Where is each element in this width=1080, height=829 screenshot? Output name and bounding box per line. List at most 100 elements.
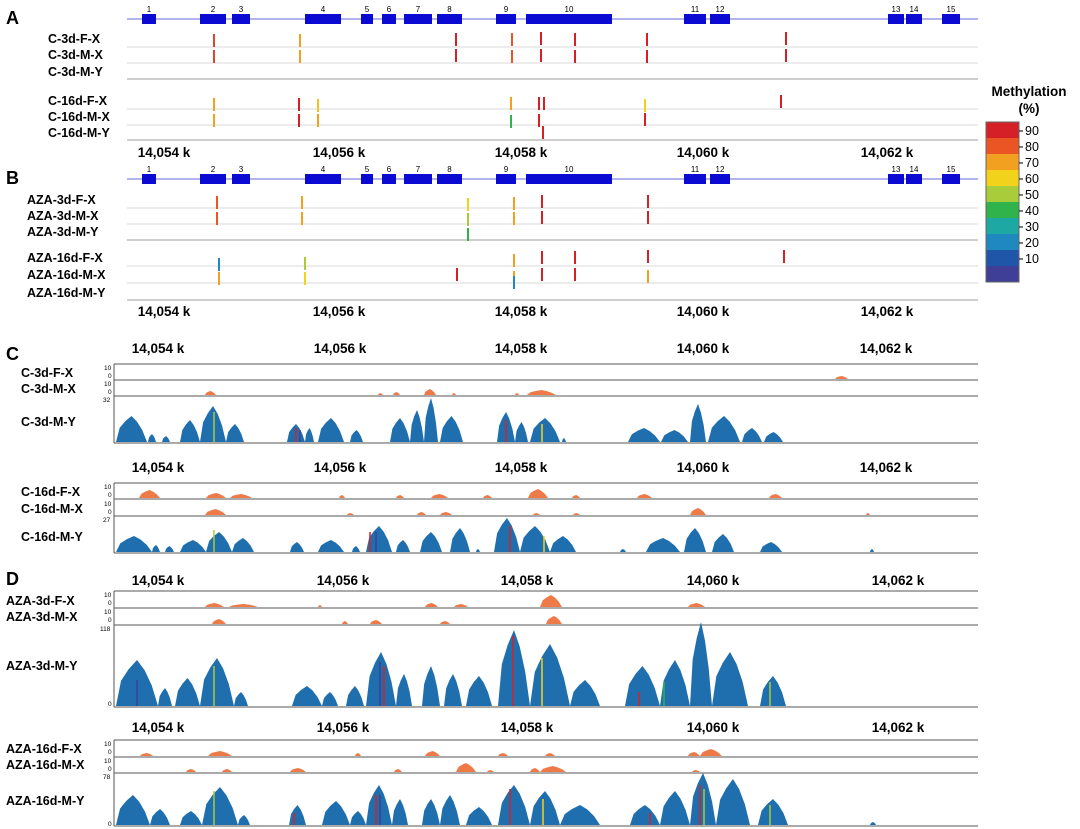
methylation-mark [543,97,545,110]
panel-d-track-label: AZA-16d-F-X [6,742,82,756]
coverage-peak [684,528,706,552]
coverage-peak [760,542,782,552]
x-coverage-bar [688,603,705,607]
scale-label: 10 [104,381,112,388]
coverage-peak [410,410,424,442]
panel-d-track-label: AZA-16d-M-Y [6,794,85,808]
scale-label: 0 [108,389,112,396]
legend-color-step [986,266,1019,283]
scale-label: 10 [104,592,112,599]
x-coverage-bar [431,494,448,498]
x-coverage-bar [396,495,404,498]
methylation-mark [542,126,544,139]
legend-tick-label: 80 [1025,140,1039,154]
x-coverage-bar [393,392,400,395]
methylation-mark [538,97,540,110]
methylation-mark [785,32,787,45]
x-coverage-bar [540,595,562,607]
coverage-peak [560,805,600,825]
track-frames-d2 [113,739,978,827]
methylation-mark [455,33,457,46]
gene-model-b: 1 2 3 4 5 6 7 8 9 10 11 12 13 14 15 [127,165,978,184]
legend-tick-label: 60 [1025,172,1039,186]
coverage-peak [318,540,344,552]
coverage-peak [350,811,366,825]
methylation-mark [513,212,515,225]
coverage-peak [494,518,520,552]
methylation-mark [213,114,215,127]
coverage-peak [562,438,566,442]
exon-number: 6 [387,5,392,14]
coverage-peak [366,526,392,552]
exon [888,14,904,24]
methylation-mark [574,33,576,46]
coverage-peak [234,692,248,706]
axis-tick-label: 14,062 k [872,720,925,735]
methylation-mark [574,251,576,264]
coverage-peak [708,416,740,442]
exon-number: 6 [387,165,392,174]
scale-label: 10 [104,609,112,616]
legend-tick-label: 90 [1025,124,1039,138]
methylation-mark [647,211,649,224]
x-coverage-bar [230,494,252,498]
coverage-peak [625,666,660,706]
coverage-tracks-aza-16d [116,749,876,825]
scale-label: 0 [108,492,112,499]
coverage-peak [422,666,440,706]
coverage-peak [148,434,156,442]
coverage-peak [660,660,690,706]
exon [382,174,396,184]
x-coverage-bar [528,489,548,498]
coverage-peak [200,406,226,442]
methylation-mark [213,34,215,47]
x-coverage-bar [222,769,232,772]
coverage-peak [390,418,410,442]
axis-tick-label: 14,060 k [677,304,730,319]
panel-c-track-label: C-3d-M-Y [21,415,77,429]
exon-number: 8 [447,5,452,14]
x-coverage-bar [456,763,476,772]
axis-tick-label: 14,058 k [495,460,548,475]
panel-c-track-label: C-3d-M-X [21,382,77,396]
track-frames-c1 [113,363,978,444]
x-coverage-bar [186,769,196,772]
methylation-mark [647,195,649,208]
exon [888,174,904,184]
axis-tick-label: 14,062 k [860,460,913,475]
coverage-peak [289,805,306,825]
methylation-mark [783,250,785,263]
coverage-peak [200,658,234,706]
methylation-mark [510,115,512,128]
coverage-peak [318,418,344,442]
legend-ticks: 90 80 70 60 50 40 30 20 10 [1019,124,1039,266]
axis-tick-label: 14,060 k [677,460,730,475]
coverage-peak [322,801,350,825]
x-coverage-bar [205,391,216,395]
coverage-peak [226,424,244,442]
x-coverage-bar [498,753,508,756]
coverage-peak [476,549,480,552]
x-coverage-bar [394,769,402,772]
methylation-mark [511,33,513,46]
coverage-peak [350,430,363,442]
scale-label: 10 [104,484,112,491]
coverage-peak [162,436,170,442]
coverage-peak [712,534,734,552]
coverage-tracks-c-16d [116,489,874,552]
exon [496,14,516,24]
coverage-peak [366,785,392,825]
exon-number: 13 [892,165,901,174]
methylation-mark [467,228,469,241]
legend-tick-label: 40 [1025,204,1039,218]
coverage-peak [180,420,200,442]
methylation-mark [644,99,646,112]
panel-a-track-label: C-3d-M-X [48,48,104,62]
methylation-mark [298,98,300,111]
axis-tick-label: 14,054 k [132,341,185,356]
methylation-mark [646,33,648,46]
x-coverage-bar [229,604,258,607]
x-coverage-bar [515,393,519,395]
exon [404,174,432,184]
exon-number: 9 [504,5,509,14]
